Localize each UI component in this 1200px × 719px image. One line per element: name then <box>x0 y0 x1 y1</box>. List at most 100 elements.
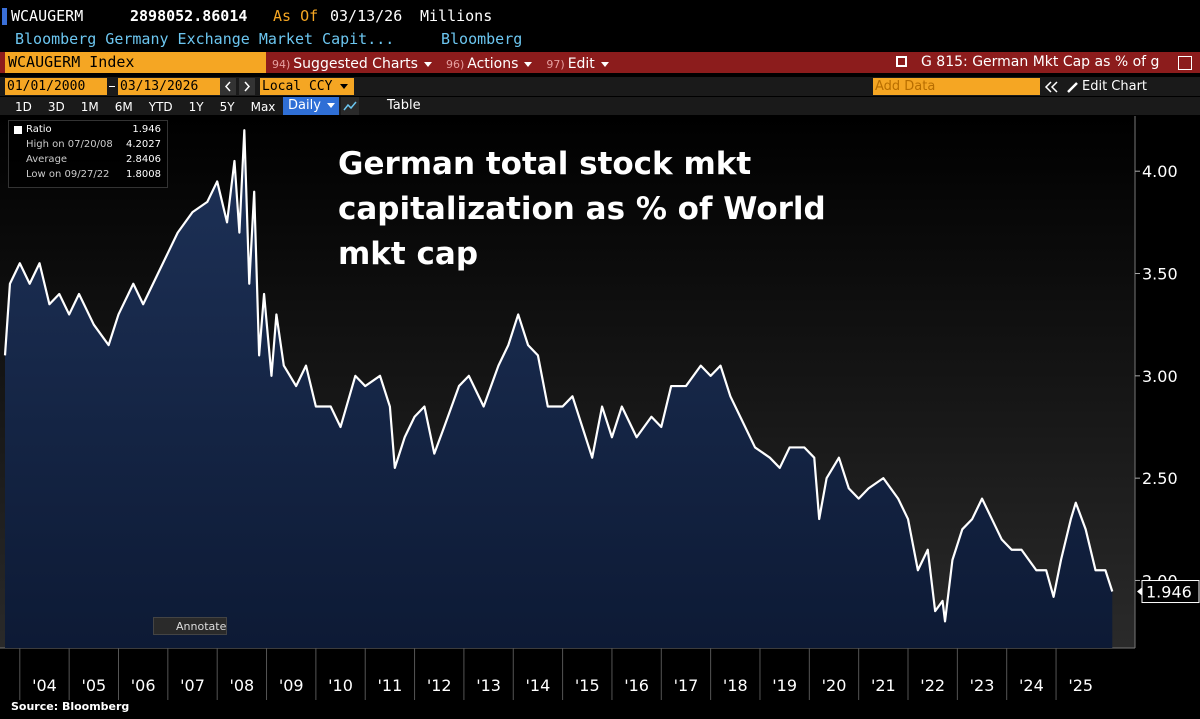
security-field[interactable]: WCAUGERM Index <box>5 52 266 73</box>
end-date[interactable]: 03/13/2026 <box>118 78 220 95</box>
legend-average-label: Average <box>26 154 68 165</box>
period-button[interactable]: 1M <box>80 100 99 114</box>
chart-title: German total stock mkt capitalization as… <box>338 146 826 272</box>
legend-high-label: High on 07/20/08 <box>26 139 113 150</box>
edit-chart[interactable]: Edit Chart <box>1082 79 1148 94</box>
legend-last: 1.946 <box>132 124 161 135</box>
x-tick-label: '06 <box>131 676 156 695</box>
menu-label: Edit <box>567 56 595 72</box>
x-tick-label: '19 <box>772 676 797 695</box>
description: Bloomberg Germany Exchange Market Capit.… <box>15 30 395 48</box>
period-button[interactable]: Max <box>250 100 276 114</box>
dropdown-icon <box>524 61 533 67</box>
menu-code: 94) <box>272 58 291 71</box>
last-value: 2898052.86014 <box>130 7 248 25</box>
period-button[interactable]: 1D <box>15 100 32 114</box>
menu-item[interactable]: 94) Suggested Charts <box>272 55 432 74</box>
y-tick-label: 3.50 <box>1142 265 1178 284</box>
line <box>3 129 1114 623</box>
add-data-field[interactable]: Add Data <box>873 78 1040 95</box>
ticker-marker <box>2 8 7 25</box>
start-date[interactable]: 01/01/2000 <box>5 78 107 95</box>
pencil-icon <box>1067 82 1078 93</box>
open-icon[interactable] <box>896 56 907 67</box>
glyph-line <box>343 101 357 111</box>
x-tick-label: '13 <box>476 676 501 695</box>
prev-button[interactable] <box>220 78 236 95</box>
legend-low: 1.8008 <box>126 169 161 180</box>
legend-low-label: Low on 09/27/22 <box>26 169 110 180</box>
menu-code: 97) <box>546 58 565 71</box>
range-dash <box>109 86 115 87</box>
x-tick-label: '25 <box>1068 676 1093 695</box>
next-arrow <box>244 81 251 92</box>
area <box>5 130 1113 648</box>
chart: 2.002.503.003.504.00'04'05'06'07'08'09'1… <box>0 116 1200 700</box>
x-tick-label: '05 <box>81 676 106 695</box>
period-button[interactable]: YTD <box>148 100 173 114</box>
legend-swatch <box>14 126 22 134</box>
x-tick-label: '12 <box>427 676 452 695</box>
source: Source: Bloomberg <box>11 700 130 713</box>
x-tick-label: '21 <box>871 676 896 695</box>
x-tick-label: '16 <box>624 676 649 695</box>
units: Millions <box>420 7 493 25</box>
y-tick-label: 4.00 <box>1142 162 1178 181</box>
dropdown-icon <box>340 84 349 89</box>
x-tick-label: '20 <box>822 676 847 695</box>
menu-label: Actions <box>467 56 519 72</box>
period-buttons: 1D 3D 1M 6M YTD 1Y 5Y Max <box>15 98 291 115</box>
menu-icon[interactable] <box>1178 56 1192 70</box>
x-tick-label: '10 <box>328 676 353 695</box>
x-tick-label: '08 <box>229 676 254 695</box>
x-tick-label: '15 <box>575 676 600 695</box>
as-of: As Of <box>273 7 319 25</box>
chart-name[interactable]: G 815: German Mkt Cap as % of g <box>921 54 1160 70</box>
next-button[interactable] <box>239 78 255 95</box>
as-of-date: 03/13/26 <box>330 7 403 25</box>
period-button[interactable]: 6M <box>114 100 133 114</box>
period-button[interactable]: 3D <box>47 100 65 114</box>
prev-arrow <box>224 81 231 92</box>
dropdown-icon <box>423 61 432 67</box>
last-value-box <box>1141 580 1200 604</box>
x-tick-label: '18 <box>723 676 748 695</box>
y-tick-label: 2.50 <box>1142 469 1178 488</box>
x-tick-label: '04 <box>32 676 57 695</box>
x-tick-label: '17 <box>674 676 699 695</box>
dropdown-icon <box>600 61 609 67</box>
table-button[interactable]: Table <box>387 98 421 113</box>
date-arrows[interactable] <box>220 78 256 95</box>
chart-type-glyph <box>343 101 357 111</box>
menu-code: 96) <box>445 58 465 71</box>
menu-item[interactable]: 97) Edit <box>546 55 609 74</box>
x-axis-background <box>0 648 1200 700</box>
currency[interactable]: Local CCY <box>260 78 354 95</box>
collapse-icon[interactable] <box>1044 80 1060 94</box>
pencil <box>1067 82 1078 93</box>
x-tick-label: '09 <box>279 676 304 695</box>
menu-bar: 94) Suggested Charts 96) Actions 97) Edit <box>272 53 623 74</box>
x-tick-label: '11 <box>378 676 403 695</box>
legend-average: 2.8406 <box>126 154 161 165</box>
chevron <box>1050 81 1058 93</box>
x-tick-label: '23 <box>970 676 995 695</box>
period-button[interactable]: 5Y <box>219 100 235 114</box>
legend-high: 4.2027 <box>126 139 161 150</box>
menu-label: Suggested Charts <box>293 56 418 72</box>
y-tick-label: 3.00 <box>1142 367 1178 386</box>
x-tick-label: '24 <box>1019 676 1044 695</box>
x-tick-label: '22 <box>920 676 945 695</box>
x-tick-label: '14 <box>526 676 551 695</box>
chart-type-icon[interactable] <box>341 97 359 115</box>
legend-name: Ratio <box>26 124 52 135</box>
currency-label: Local CCY <box>262 79 333 94</box>
menu-item[interactable]: 96) Actions <box>445 55 533 74</box>
period-button[interactable]: 1Y <box>188 100 204 114</box>
chevron <box>1044 81 1052 93</box>
source-name: Bloomberg <box>441 30 523 48</box>
annotate-button[interactable]: Annotate <box>153 617 227 635</box>
frequency-label: Daily <box>288 98 321 113</box>
frequency[interactable]: Daily <box>283 97 339 115</box>
